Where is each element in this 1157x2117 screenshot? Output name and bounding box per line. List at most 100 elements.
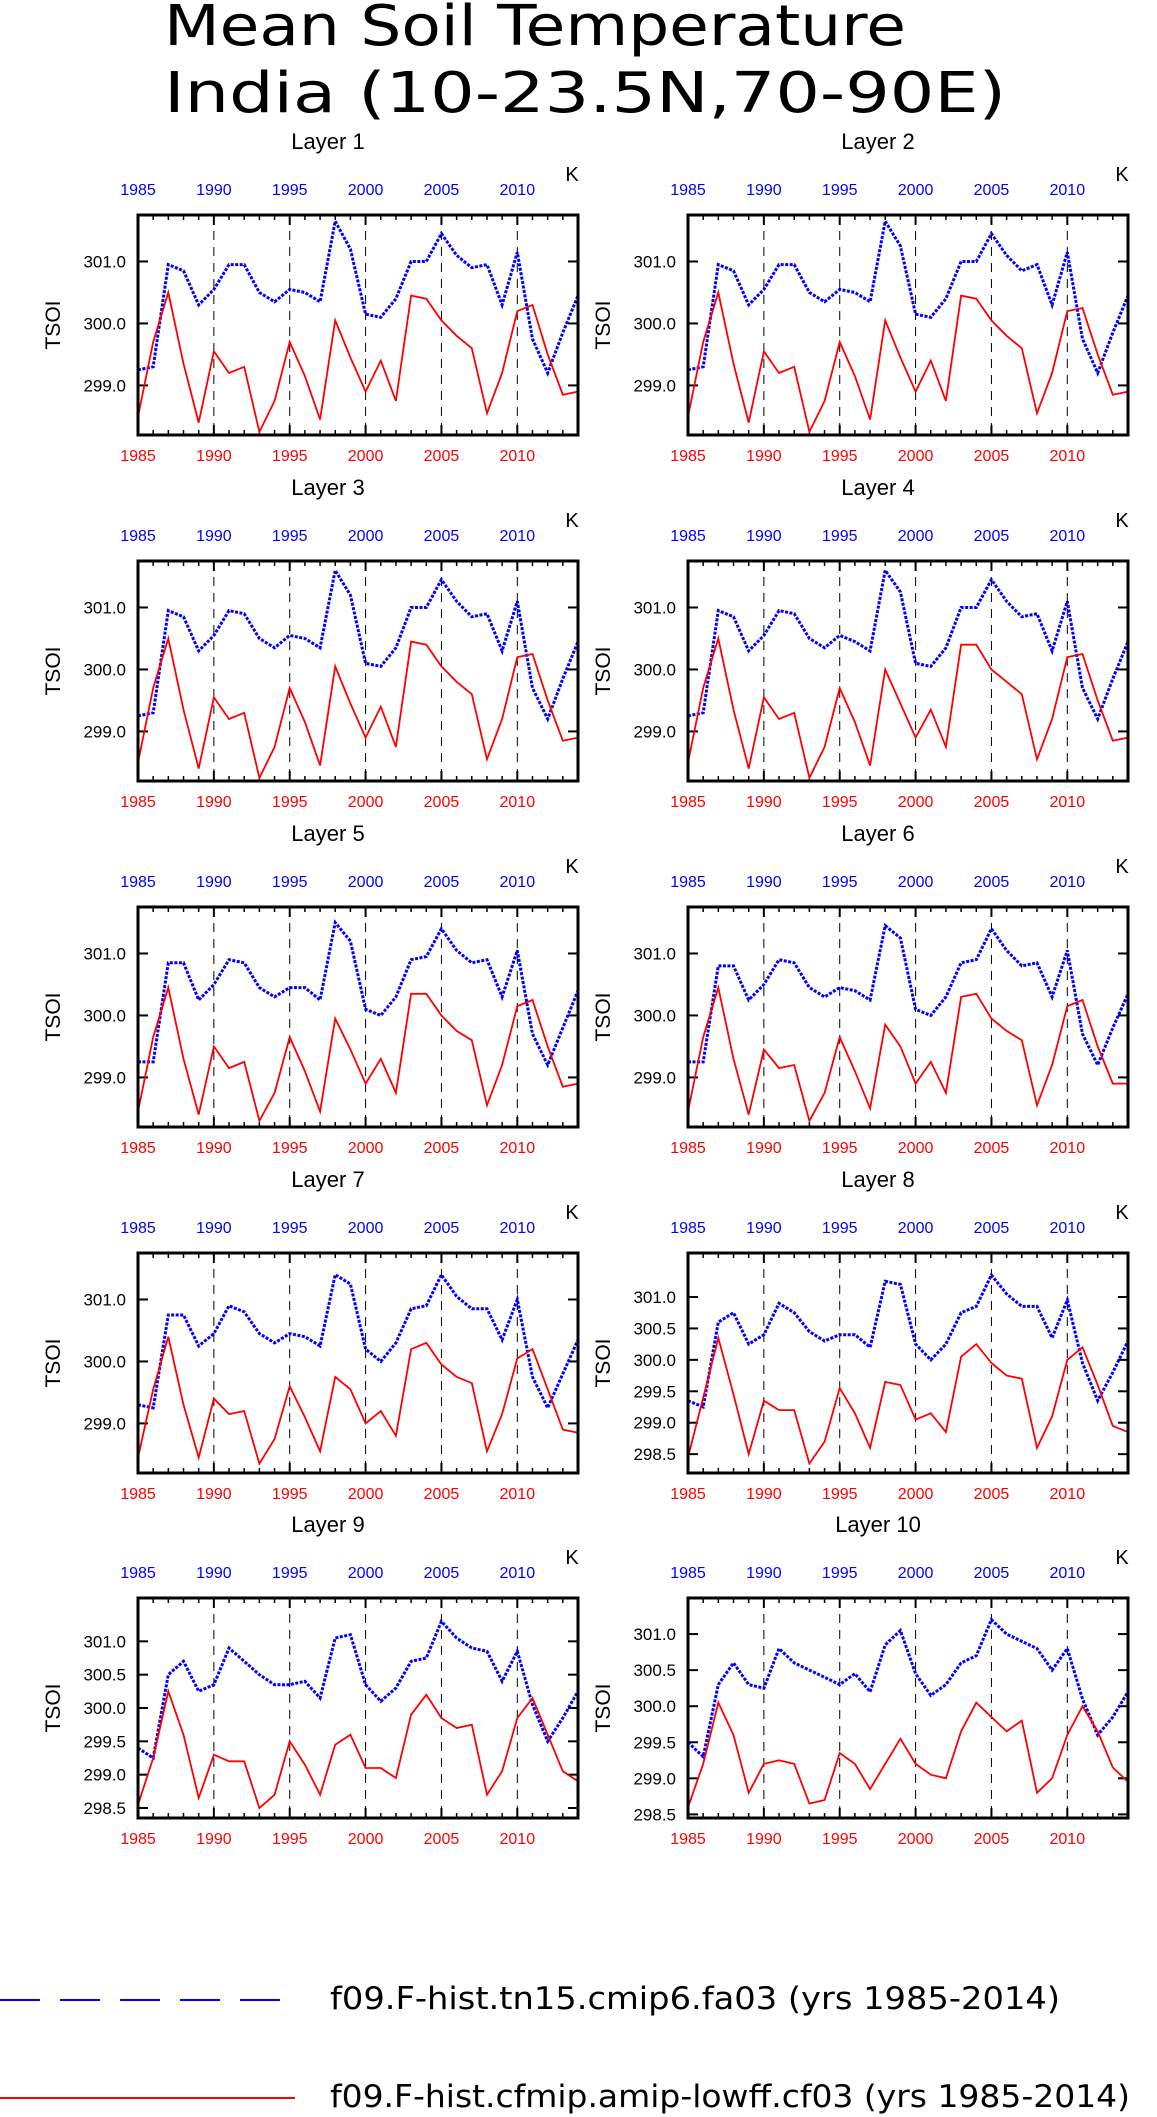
series-line-blue	[687, 566, 1130, 723]
panel-title: Layer 8	[841, 1167, 914, 1192]
x-tick-label-bottom: 2010	[1050, 1486, 1086, 1503]
panel-title: Layer 7	[291, 1167, 364, 1192]
y-tick-label: 300.5	[83, 1666, 126, 1685]
x-tick-label-bottom: 2000	[898, 1831, 934, 1848]
series-line-red	[137, 984, 579, 1124]
x-tick-label-bottom: 1985	[120, 1140, 156, 1157]
x-tick-label-bottom: 1985	[120, 1486, 156, 1503]
plot-frame	[686, 905, 1130, 1129]
x-tick-label-top: 2010	[1050, 528, 1086, 545]
series-line-red	[687, 634, 1129, 781]
series-line-red	[687, 288, 1129, 435]
series-line-red	[137, 1336, 579, 1466]
y-tick-label: 300.0	[83, 1352, 126, 1371]
x-tick-label-bottom: 1990	[196, 448, 232, 465]
y-tick-label: 300.5	[633, 1319, 676, 1338]
x-tick-label-top: 1990	[746, 874, 782, 891]
x-tick-label-bottom: 2000	[348, 1831, 384, 1848]
series-line-blue	[138, 919, 580, 1069]
x-tick-label-bottom: 1990	[196, 1486, 232, 1503]
y-tick-label: 300.0	[83, 1006, 126, 1025]
y-axis-label: TSOI	[592, 300, 615, 349]
x-tick-label-top: 2005	[974, 1565, 1010, 1582]
x-tick-label-top: 2010	[1050, 1220, 1086, 1237]
y-tick-label: 300.0	[633, 314, 676, 333]
y-tick-label: 299.0	[83, 1068, 126, 1087]
y-tick-label: 298.5	[83, 1799, 126, 1818]
x-tick-label-top: 2010	[1050, 874, 1086, 891]
y-tick-label: 299.5	[633, 1733, 676, 1752]
series-line-red	[687, 984, 1128, 1124]
plot-frame	[686, 559, 1130, 783]
x-tick-label-bottom: 1990	[746, 1831, 782, 1848]
panel-title: Layer 4	[841, 475, 914, 500]
x-tick-label-bottom: 1990	[196, 1140, 232, 1157]
chart-panel-4: Layer 4 K TSOI 1985 1985 1990 1990 1995 1995 2000…	[592, 475, 1130, 811]
x-tick-label-top: 1990	[746, 528, 782, 545]
chart-panel-7: Layer 7 K TSOI 1985 1985 1990 1990 1995 1995 2000…	[42, 1167, 580, 1503]
chart-panels: Layer 1 K TSOI 1985 1985 1990 1990 1995 1995 2000…	[42, 129, 1130, 1848]
x-tick-label-bottom: 2010	[500, 1831, 536, 1848]
y-tick-label: 300.0	[83, 314, 126, 333]
x-tick-label-top: 2000	[898, 1220, 934, 1237]
plot-frame	[136, 905, 580, 1129]
units-label: K	[565, 1202, 579, 1224]
x-tick-label-top: 2005	[424, 874, 460, 891]
x-tick-label-bottom: 2005	[974, 448, 1010, 465]
x-tick-label-bottom: 1985	[670, 1486, 706, 1503]
x-tick-label-bottom: 2005	[974, 1831, 1010, 1848]
y-tick-label: 299.0	[633, 722, 676, 741]
panel-title: Layer 9	[291, 1512, 364, 1537]
series-line-blue	[137, 216, 580, 377]
y-tick-label: 301.0	[633, 944, 676, 963]
x-tick-label-bottom: 1985	[670, 794, 706, 811]
x-tick-label-bottom: 2010	[1050, 1140, 1086, 1157]
x-tick-label-bottom: 2005	[974, 1140, 1010, 1157]
x-tick-label-bottom: 1995	[822, 1486, 858, 1503]
x-tick-label-top: 2000	[348, 528, 384, 545]
y-tick-label: 299.0	[633, 1068, 676, 1087]
x-tick-label-bottom: 1995	[272, 1831, 308, 1848]
chart-panel-3: Layer 3 K TSOI 1985 1985 1990 1990 1995 1995 2000…	[42, 475, 580, 811]
y-axis-label: TSOI	[42, 646, 65, 695]
chart-panel-6: Layer 6 K TSOI 1985 1985 1990 1990 1995 1995 2000…	[592, 821, 1130, 1157]
x-tick-label-bottom: 2000	[348, 794, 384, 811]
x-tick-label-top: 1990	[196, 1565, 232, 1582]
x-tick-label-top: 1995	[272, 1220, 308, 1237]
x-tick-label-top: 2000	[898, 182, 934, 199]
x-tick-label-top: 2000	[348, 874, 384, 891]
y-tick-label: 300.0	[633, 1006, 676, 1025]
y-tick-label: 301.0	[83, 598, 126, 617]
legend-label-red: f09.F-hist.cfmip.amip-lowff.cf03 (yrs 19…	[330, 2079, 1130, 2115]
x-tick-label-top: 2010	[500, 1220, 536, 1237]
x-tick-label-bottom: 2010	[500, 448, 536, 465]
x-tick-label-bottom: 2005	[424, 1486, 460, 1503]
series-line-blue	[688, 922, 1130, 1069]
x-tick-label-top: 2005	[974, 182, 1010, 199]
y-tick-label: 301.0	[83, 1290, 126, 1309]
x-tick-label-bottom: 2005	[974, 794, 1010, 811]
x-tick-label-top: 2000	[348, 1220, 384, 1237]
units-label: K	[565, 164, 579, 186]
x-tick-label-bottom: 2005	[424, 448, 460, 465]
x-tick-label-bottom: 2010	[500, 794, 536, 811]
x-tick-label-top: 2010	[500, 874, 536, 891]
x-tick-label-bottom: 2010	[500, 1486, 536, 1503]
plot-frame	[136, 1596, 580, 1820]
panel-title: Layer 2	[841, 129, 914, 154]
plot-frame	[686, 1251, 1130, 1475]
y-axis-label: TSOI	[592, 646, 615, 695]
x-tick-label-bottom: 1995	[822, 1831, 858, 1848]
x-tick-label-top: 2010	[500, 182, 536, 199]
units-label: K	[565, 510, 579, 532]
x-tick-label-bottom: 1985	[120, 1831, 156, 1848]
x-tick-label-top: 1990	[746, 1220, 782, 1237]
x-tick-label-bottom: 1990	[196, 794, 232, 811]
series-line-blue	[137, 1618, 580, 1761]
x-tick-label-bottom: 2005	[424, 1140, 460, 1157]
x-tick-label-top: 1995	[822, 1220, 858, 1237]
chart-panel-1: Layer 1 K TSOI 1985 1985 1990 1990 1995 1995 2000…	[42, 129, 580, 465]
x-tick-label-bottom: 2005	[974, 1486, 1010, 1503]
y-axis-label: TSOI	[592, 992, 615, 1041]
x-tick-label-top: 2005	[974, 874, 1010, 891]
